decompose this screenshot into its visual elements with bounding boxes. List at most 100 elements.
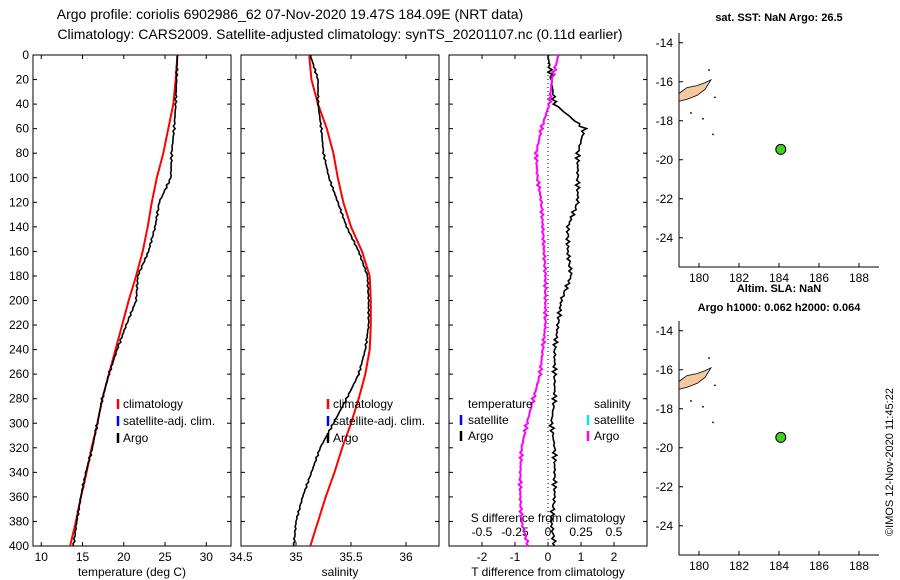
imos-stamp: ©IMOS 12-Nov-2020 11:45:22: [884, 388, 896, 536]
salinity-series-argo: [292, 54, 371, 547]
map-sla-islet: [702, 405, 704, 408]
temperature-ytick-label: 100: [9, 171, 29, 185]
temperature-ytick-label: 160: [9, 244, 29, 258]
map-sst-islet: [702, 117, 704, 120]
temperature-ytick-label: 0: [22, 48, 29, 62]
salinity-legend-label: satellite-adj. clim.: [333, 414, 425, 428]
map-sla-islet: [690, 400, 692, 402]
differences-sal-tick-label: 0.5: [606, 525, 623, 539]
map-sst-islet: [708, 69, 710, 71]
differences-xtick-label: 0: [545, 550, 552, 564]
differences-legend-salinity-title: salinity: [594, 397, 631, 411]
temperature-ytick-label: 300: [9, 416, 29, 430]
map-sla-title: Altim. SLA: NaN: [737, 283, 821, 295]
map-sst-ytick-label: -18: [656, 114, 674, 128]
differences-sal-tick-label: 0.25: [569, 525, 593, 539]
temperature-ytick-label: 320: [9, 441, 29, 455]
temperature-legend-label: climatology: [123, 397, 183, 411]
map-sst-xtick-label: 180: [689, 271, 709, 285]
map-sla-xtick-label: 184: [769, 559, 789, 573]
temperature-ytick-label: 260: [9, 367, 29, 381]
temperature-ytick-label: 220: [9, 318, 29, 332]
differences-series-salinity: [517, 54, 560, 547]
map-sst-land: [678, 78, 713, 102]
title-line-2: Climatology: CARS2009. Satellite-adjuste…: [57, 26, 622, 42]
map-sst-ytick-label: -16: [656, 75, 674, 89]
differences-legend-label: Argo: [468, 429, 494, 443]
map-sst-islet: [712, 133, 714, 136]
temperature-ytick-label: 240: [9, 343, 29, 357]
temperature-ytick-label: 340: [9, 465, 29, 479]
map-sla-islet: [708, 357, 710, 359]
map-sla-float-marker: [775, 431, 787, 443]
differences-sal-tick-label: -0.5: [472, 525, 493, 539]
salinity-xtick-label: 34.5: [229, 550, 253, 564]
temperature-series-argo: [72, 54, 179, 547]
temperature-ytick-label: 380: [9, 514, 29, 528]
map-sla-ytick-label: -14: [656, 324, 674, 338]
temperature-xtick-label: 10: [35, 550, 49, 564]
map-sla-islet: [714, 384, 716, 387]
temperature-ytick-label: 180: [9, 269, 29, 283]
map-sst-ytick-label: -22: [656, 192, 674, 206]
differences-series-temperature: [546, 54, 589, 547]
temperature-legend-label: Argo: [123, 431, 149, 445]
temperature-ytick-label: 40: [16, 97, 30, 111]
map-sla-land: [678, 366, 713, 390]
temperature-ytick-label: 140: [9, 220, 29, 234]
map-sst-title: sat. SST: NaN Argo: 26.5: [715, 12, 842, 24]
temperature-ytick-label: 400: [9, 539, 29, 553]
map-sst-islet: [714, 96, 716, 99]
differences-frame: [448, 54, 648, 547]
map-sla-xtick-label: 188: [849, 559, 869, 573]
map-sla-ytick-label: -18: [656, 402, 674, 416]
salinity-series-climatology: [308, 54, 372, 547]
map-sla-ytick-label: -20: [656, 441, 674, 455]
salinity-xlabel: salinity: [322, 565, 359, 579]
temperature-ytick-label: 80: [16, 146, 30, 160]
map-sla-subtitle: Argo h1000: 0.062 h2000: 0.064: [698, 302, 862, 314]
map-sst-ytick-label: -20: [656, 153, 674, 167]
temperature-ytick-label: 200: [9, 294, 29, 308]
temperature-frame: [32, 54, 232, 547]
salinity-legend-label: climatology: [333, 397, 393, 411]
map-sla-xtick-label: 182: [729, 559, 749, 573]
map-sla-ytick-label: -22: [656, 480, 674, 494]
temperature-ytick-label: 360: [9, 490, 29, 504]
title-line-1: Argo profile: coriolis 6902986_62 07-Nov…: [57, 6, 523, 22]
map-sst-xtick-label: 188: [849, 271, 869, 285]
map-sst-xtick-label: 184: [769, 271, 789, 285]
temperature-xtick-label: 20: [117, 550, 131, 564]
temperature-ytick-label: 120: [9, 195, 29, 209]
differences-legend-label: satellite: [594, 413, 635, 427]
map-sla-xtick-label: 180: [689, 559, 709, 573]
salinity-xtick-label: 36: [399, 550, 413, 564]
map-sst-float-marker: [775, 143, 787, 155]
map-sst-ytick-label: -14: [656, 36, 674, 50]
map-sla-ytick-label: -16: [656, 363, 674, 377]
temperature-xlabel: temperature (deg C): [78, 565, 186, 579]
map-sst-islet: [690, 112, 692, 114]
map-sla-islet: [712, 421, 714, 424]
differences-legend-label: satellite: [468, 413, 509, 427]
differences-xlabel-top: S difference from climatology: [471, 511, 626, 525]
differences-sal-tick-label: 0: [545, 525, 552, 539]
salinity-legend-label: Argo: [333, 431, 359, 445]
temperature-legend-label: satellite-adj. clim.: [123, 414, 215, 428]
differences-sal-tick-label: -0.25: [501, 525, 529, 539]
map-sla-ytick-label: -24: [656, 519, 674, 533]
map-sst-xtick-label: 182: [729, 271, 749, 285]
salinity-xtick-label: 35: [289, 550, 303, 564]
temperature-xtick-label: 15: [76, 550, 90, 564]
differences-xlabel: T difference from climatology: [471, 565, 625, 579]
temperature-ytick-label: 20: [16, 73, 30, 87]
temperature-xtick-label: 25: [158, 550, 172, 564]
differences-xtick-label: -1: [510, 550, 521, 564]
differences-xtick-label: 1: [578, 550, 585, 564]
differences-xtick-label: 2: [611, 550, 618, 564]
differences-legend-temperature-title: temperature: [468, 397, 533, 411]
temperature-ytick-label: 280: [9, 392, 29, 406]
differences-xtick-label: -2: [477, 550, 488, 564]
